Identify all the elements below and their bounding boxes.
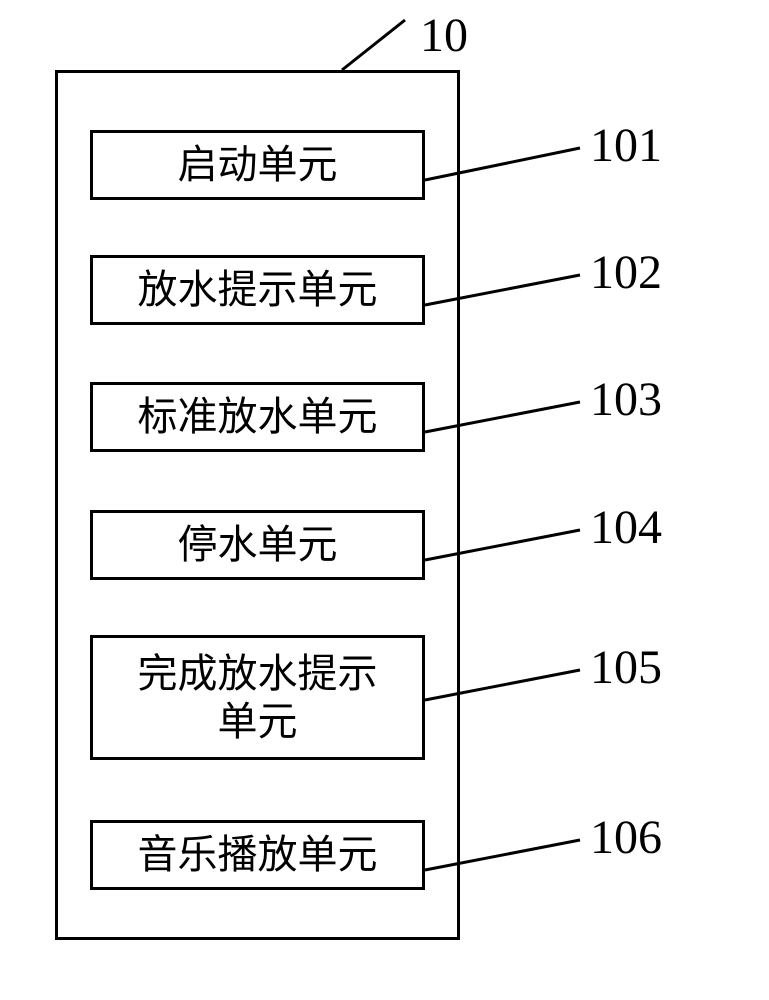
leader-10 <box>342 20 405 70</box>
ref-label-101: 101 <box>590 118 662 173</box>
unit-box-102: 放水提示单元 <box>90 255 425 325</box>
outer-module-box <box>55 70 460 940</box>
unit-label: 标准放水单元 <box>138 393 378 441</box>
unit-label: 停水单元 <box>178 521 338 569</box>
unit-label: 放水提示单元 <box>138 266 378 314</box>
unit-box-105: 完成放水提示单元 <box>90 635 425 760</box>
ref-label-104: 104 <box>590 500 662 555</box>
ref-label-102: 102 <box>590 245 662 300</box>
unit-box-104: 停水单元 <box>90 510 425 580</box>
unit-box-106: 音乐播放单元 <box>90 820 425 890</box>
ref-label-105: 105 <box>590 640 662 695</box>
ref-label-103: 103 <box>590 372 662 427</box>
ref-label-10: 10 <box>420 8 468 63</box>
unit-label: 启动单元 <box>178 141 338 189</box>
unit-label: 音乐播放单元 <box>138 831 378 879</box>
ref-label-106: 106 <box>590 810 662 865</box>
unit-box-101: 启动单元 <box>90 130 425 200</box>
unit-box-103: 标准放水单元 <box>90 382 425 452</box>
unit-label: 完成放水提示单元 <box>138 650 378 746</box>
